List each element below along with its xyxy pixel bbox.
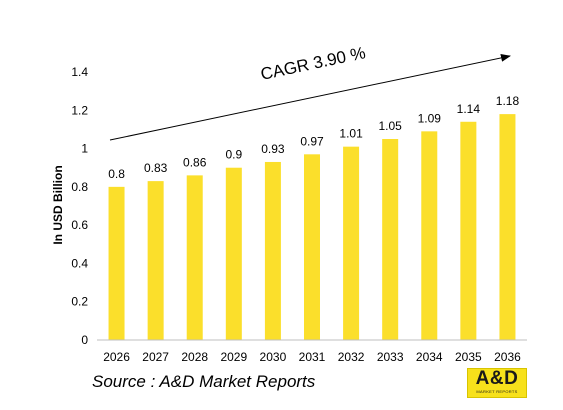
source-caption: Source : A&D Market Reports <box>92 372 316 391</box>
data-label: 0.97 <box>300 134 324 148</box>
x-tick-label: 2036 <box>494 350 521 364</box>
bar-2028 <box>186 175 203 340</box>
data-label: 0.8 <box>108 167 125 181</box>
x-tick-label: 2034 <box>416 350 443 364</box>
x-tick-label: 2026 <box>103 350 130 364</box>
y-axis-ticks: 0 0.2 0.4 0.6 0.8 1 1.2 1.4 <box>71 65 88 347</box>
y-axis-label: In USD Billion <box>51 165 65 244</box>
data-label: 0.9 <box>225 148 242 162</box>
data-label: 1.14 <box>457 102 481 116</box>
bar-2031 <box>304 154 320 340</box>
x-tick-label: 2033 <box>377 350 404 364</box>
data-label: 1.01 <box>339 127 363 141</box>
y-tick-label: 0.8 <box>71 180 88 194</box>
y-tick-label: 0 <box>81 333 88 347</box>
y-tick-label: 1 <box>81 142 88 156</box>
cagr-annotation: CAGR 3.90 % <box>259 43 367 84</box>
data-label: 1.09 <box>418 111 442 125</box>
data-label: 0.86 <box>183 155 207 169</box>
ad-logo: A&D MARKET REPORTS <box>467 368 527 398</box>
bar-2033 <box>382 139 399 340</box>
x-tick-label: 2030 <box>260 350 287 364</box>
data-label: 0.93 <box>261 142 285 156</box>
y-tick-label: 0.4 <box>71 256 88 270</box>
bars <box>108 114 516 341</box>
data-label: 1.18 <box>496 94 520 108</box>
bar-2036 <box>499 114 516 340</box>
cagr-arrow <box>109 53 511 141</box>
x-tick-label: 2029 <box>220 350 247 364</box>
bar-2032 <box>343 146 360 340</box>
data-labels: 0.8 0.83 0.86 0.9 0.93 0.97 1.01 1.05 1.09 1.14 1.… <box>108 94 519 181</box>
bar-2027 <box>147 181 164 340</box>
bar-2030 <box>264 161 281 340</box>
data-label: 1.05 <box>379 119 403 133</box>
y-tick-label: 1.4 <box>71 65 88 79</box>
bar-2034 <box>421 131 438 340</box>
x-tick-label: 2031 <box>299 350 326 364</box>
x-tick-label: 2027 <box>142 350 169 364</box>
data-label: 0.83 <box>144 161 168 175</box>
logo-sub-text: MARKET REPORTS <box>476 389 518 394</box>
y-tick-label: 0.6 <box>71 218 88 232</box>
x-axis-ticks: 2026 2027 2028 2029 2030 2031 2032 2033 2034 2035… <box>103 350 521 364</box>
x-tick-label: 2028 <box>181 350 208 364</box>
bar-2029 <box>225 167 242 340</box>
bar-2035 <box>460 121 477 341</box>
y-tick-label: 1.2 <box>71 103 88 117</box>
x-tick-label: 2035 <box>455 350 482 364</box>
bar-2026 <box>108 186 125 340</box>
y-tick-label: 0.2 <box>71 295 88 309</box>
logo-main-text: A&D <box>475 368 519 389</box>
x-tick-label: 2032 <box>338 350 365 364</box>
